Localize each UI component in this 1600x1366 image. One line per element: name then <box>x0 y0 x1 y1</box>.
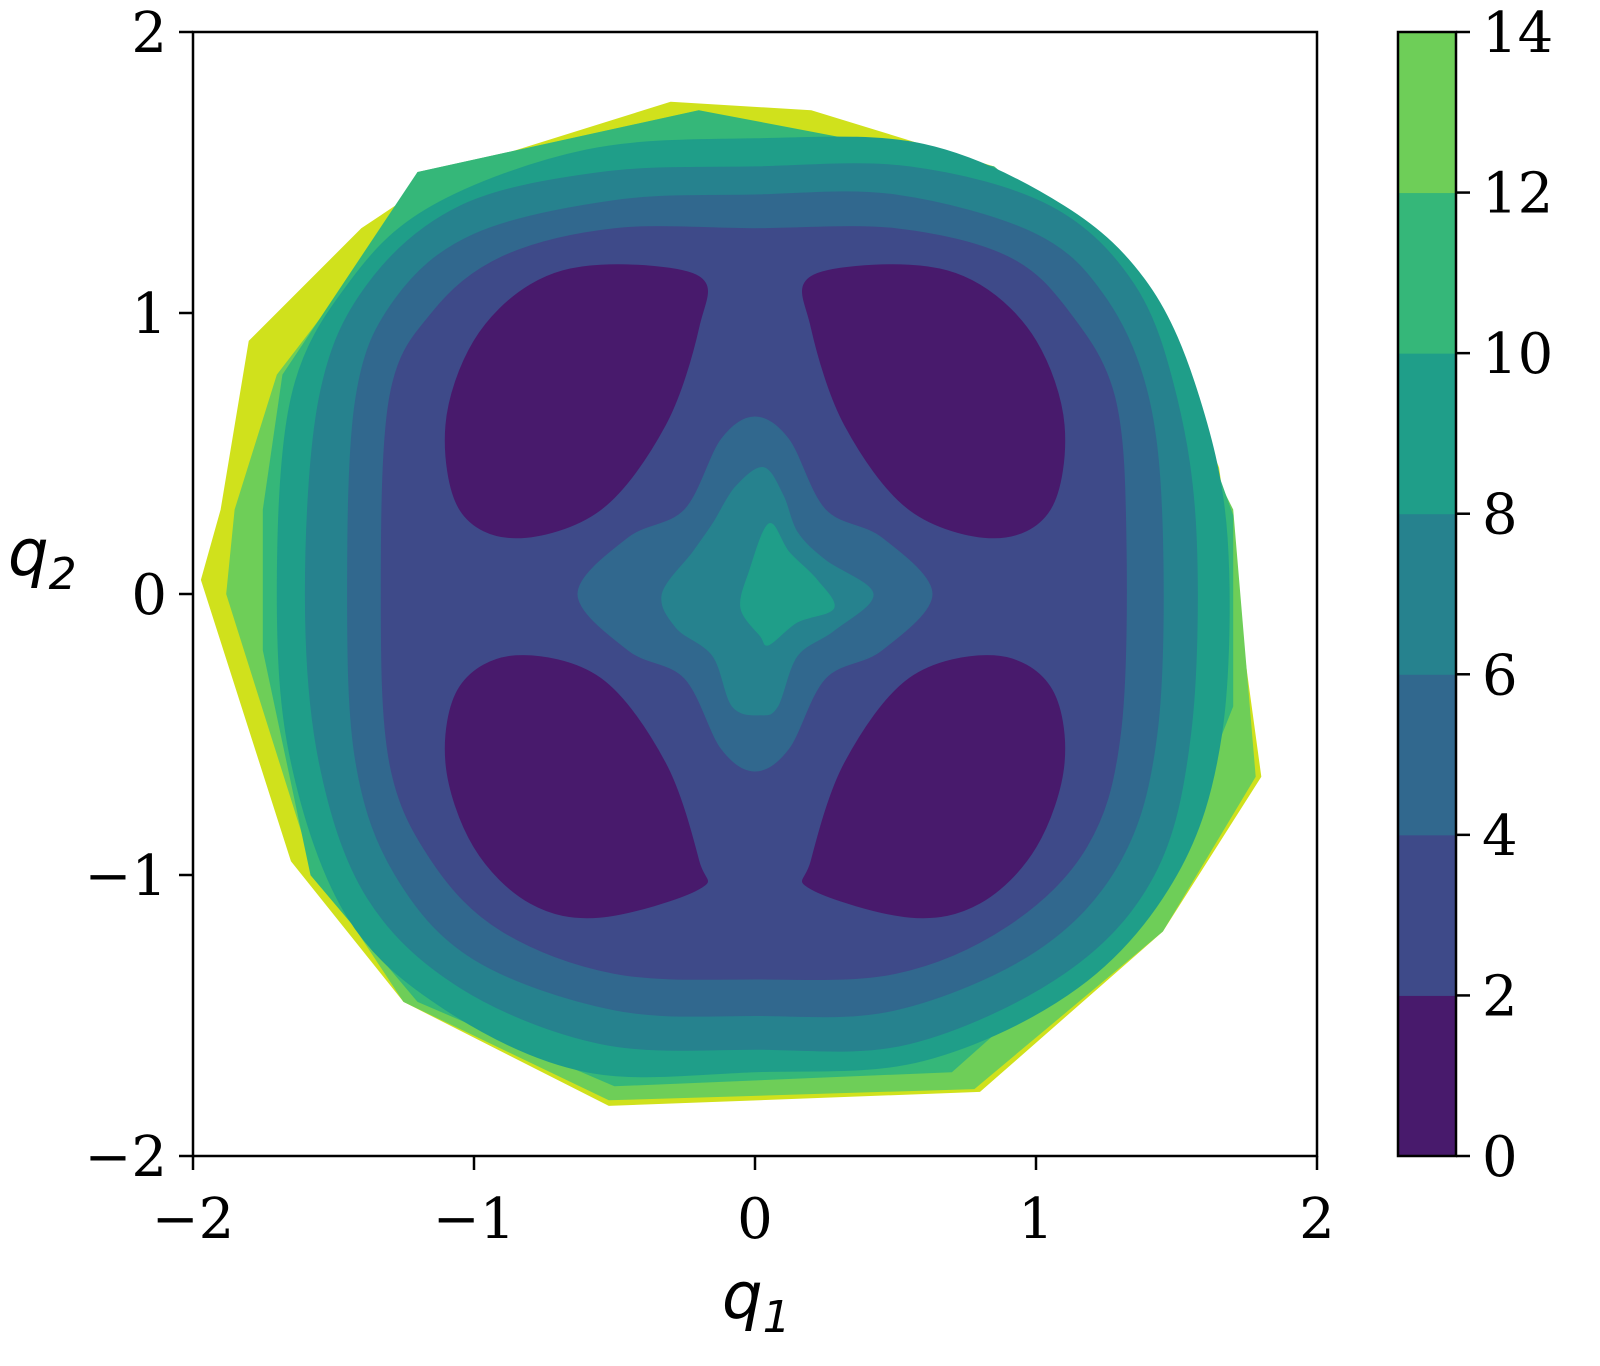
x-tick-label: 0 <box>737 1187 773 1252</box>
x-axis-label-main: q <box>722 1260 763 1334</box>
colorbar: 0 2 4 6 8 10 12 14 <box>1396 1 1553 1190</box>
colorbar-frame <box>1396 30 1458 1158</box>
colorbar-tick-label: 12 <box>1482 162 1553 227</box>
contour-region-0-2 <box>444 655 708 919</box>
colorbar-tick-label: 2 <box>1482 964 1518 1029</box>
colorbar-segment-0-2 <box>1398 995 1456 1157</box>
colorbar-segment-10-12 <box>1398 192 1456 354</box>
x-tick-label: −2 <box>152 1187 235 1252</box>
contour-regions <box>200 101 1262 1106</box>
colorbar-segment-6-8 <box>1398 513 1456 675</box>
y-axis-label: q2 <box>8 517 77 600</box>
colorbar-segment-8-10 <box>1398 353 1456 515</box>
x-tick-label: 2 <box>1299 1187 1335 1252</box>
contour-region-8-10 <box>740 523 835 646</box>
colorbar-segment-12-14 <box>1398 32 1456 194</box>
colorbar-tick-label: 0 <box>1482 1125 1518 1190</box>
x-axis-label-subscript: 1 <box>763 1292 791 1343</box>
colorbar-tick-label: 10 <box>1482 322 1553 387</box>
y-tick-label: −2 <box>84 1125 167 1190</box>
y-tick-label: 0 <box>131 563 167 628</box>
colorbar-tick-label: 4 <box>1482 804 1518 869</box>
y-tick-label: −1 <box>84 844 167 909</box>
y-axis-label-subscript: 2 <box>49 549 77 600</box>
colorbar-tick-label: 6 <box>1482 643 1518 708</box>
x-tick-label: 1 <box>1018 1187 1054 1252</box>
x-axis-ticks: −2 −1 0 1 2 <box>152 1156 1335 1252</box>
colorbar-tick-label: 14 <box>1482 1 1553 66</box>
y-tick-label: 2 <box>131 1 167 66</box>
colorbar-segment-2-4 <box>1398 834 1456 996</box>
y-axis-ticks: −2 −1 0 1 2 <box>84 1 193 1190</box>
contour-region-0-2 <box>802 264 1066 539</box>
contour-region-0-2 <box>444 264 708 539</box>
x-axis-label: q1 <box>722 1260 791 1343</box>
y-tick-label: 1 <box>131 282 167 347</box>
contour-region-0-2 <box>802 655 1066 919</box>
x-tick-label: −1 <box>433 1187 516 1252</box>
y-axis-label-main: q <box>8 517 49 591</box>
colorbar-tick-label: 8 <box>1482 483 1518 548</box>
colorbar-segment-4-6 <box>1398 674 1456 836</box>
